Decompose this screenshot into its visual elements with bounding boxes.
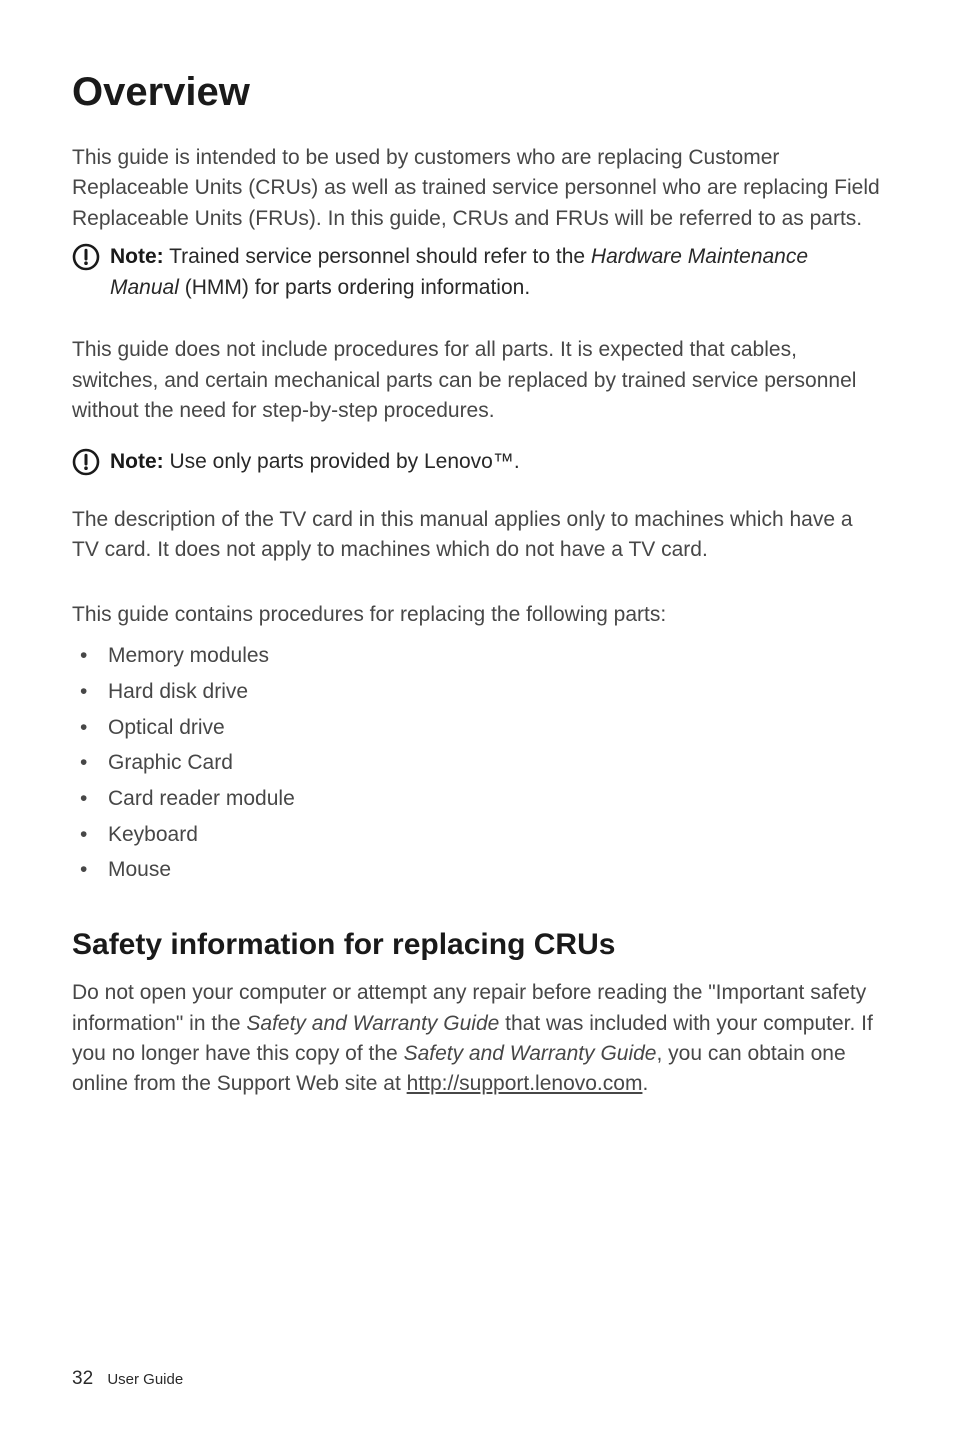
list-item: Hard disk drive — [72, 674, 882, 710]
safety-i2: Safety and Warranty Guide — [404, 1042, 657, 1065]
safety-t4: . — [642, 1072, 648, 1095]
note-label: Note: — [110, 450, 164, 473]
document-page: Overview This guide is intended to be us… — [0, 0, 954, 1452]
attention-icon — [72, 243, 100, 271]
intro-paragraph: This guide is intended to be used by cus… — [72, 143, 882, 234]
note-post: (HMM) for parts ordering information. — [179, 276, 530, 299]
note2-text: Use only parts provided by Lenovo™. — [164, 450, 520, 473]
list-item: Graphic Card — [72, 745, 882, 781]
page-footer: 32 User Guide — [72, 1368, 183, 1390]
list-item: Mouse — [72, 852, 882, 888]
support-link[interactable]: http://support.lenovo.com — [407, 1072, 643, 1095]
safety-i1: Safety and Warranty Guide — [246, 1012, 499, 1035]
note-text-1: Note: Trained service personnel should r… — [110, 242, 882, 303]
page-title: Overview — [72, 70, 882, 115]
note-text-2: Note: Use only parts provided by Lenovo™… — [110, 447, 520, 477]
footer-label: User Guide — [107, 1371, 183, 1388]
paragraph-3: The description of the TV card in this m… — [72, 505, 882, 566]
note-block-2: Note: Use only parts provided by Lenovo™… — [72, 447, 882, 477]
section-heading-safety: Safety information for replacing CRUs — [72, 928, 882, 962]
page-number: 32 — [72, 1368, 93, 1389]
attention-icon — [72, 448, 100, 476]
note-label: Note: — [110, 245, 164, 268]
parts-list: Memory modules Hard disk drive Optical d… — [72, 638, 882, 888]
list-item: Memory modules — [72, 638, 882, 674]
safety-paragraph: Do not open your computer or attempt any… — [72, 978, 882, 1100]
note-block-1: Note: Trained service personnel should r… — [72, 242, 882, 303]
paragraph-4: This guide contains procedures for repla… — [72, 600, 882, 630]
list-item: Card reader module — [72, 781, 882, 817]
list-item: Optical drive — [72, 710, 882, 746]
paragraph-2: This guide does not include procedures f… — [72, 335, 882, 426]
list-item: Keyboard — [72, 817, 882, 853]
note-pre: Trained service personnel should refer t… — [164, 245, 591, 268]
